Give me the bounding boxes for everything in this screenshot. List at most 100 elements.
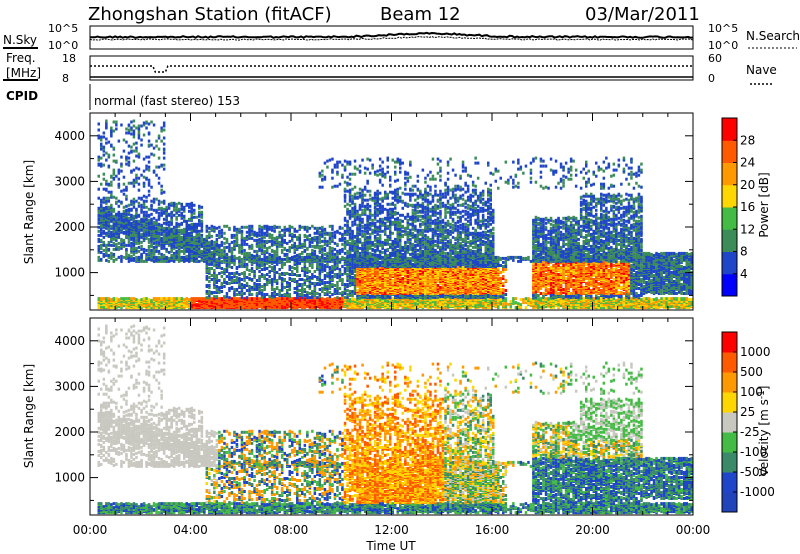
power-cell	[142, 213, 146, 217]
power-cell	[306, 267, 309, 270]
power-cell	[220, 271, 224, 274]
power-cell	[208, 296, 211, 300]
power-cell	[275, 250, 279, 254]
power-cell	[102, 200, 106, 204]
power-cell	[110, 132, 113, 136]
power-cell	[371, 294, 374, 297]
power-cell	[260, 248, 264, 252]
power-cell	[112, 170, 116, 174]
power-cell	[102, 210, 106, 214]
power-cell	[381, 173, 384, 177]
power-cell	[235, 299, 239, 303]
power-cell	[117, 247, 121, 251]
power-cell	[316, 296, 319, 300]
power-cell	[157, 243, 161, 247]
power-cell	[132, 202, 136, 206]
power-cell	[321, 185, 324, 189]
power-cell	[326, 243, 329, 247]
power-cell	[213, 303, 216, 307]
power-cell	[288, 265, 291, 268]
power-cell	[336, 165, 339, 169]
power-cell	[145, 248, 148, 252]
power-cell	[228, 276, 231, 279]
power-cell	[112, 146, 116, 150]
power-cell	[225, 224, 229, 228]
power-cell	[296, 299, 299, 303]
power-cell	[137, 124, 141, 128]
power-cell	[384, 207, 387, 211]
power-cell	[100, 243, 103, 247]
power-cell	[351, 208, 354, 212]
power-cell	[115, 216, 118, 220]
power-cell	[243, 297, 246, 301]
power-cell	[291, 232, 294, 236]
power-cell	[373, 253, 377, 257]
power-cell	[280, 250, 284, 254]
power-cell	[363, 272, 367, 275]
power-cell	[198, 229, 201, 233]
power-cell	[353, 165, 357, 169]
power-cell	[263, 257, 266, 261]
power-cell	[238, 280, 241, 283]
power-cell	[245, 234, 249, 238]
power-cell	[240, 249, 244, 253]
power-cell	[147, 256, 151, 260]
power-cell	[378, 178, 382, 182]
power-cell	[152, 169, 156, 173]
power-cell	[125, 230, 128, 234]
power-cell	[137, 127, 141, 131]
power-cell	[233, 281, 236, 284]
power-cell	[371, 163, 374, 167]
power-cell	[255, 255, 259, 259]
power-cell	[110, 129, 113, 133]
power-cell	[112, 258, 116, 262]
power-cell	[137, 219, 141, 223]
power-cell	[270, 283, 274, 286]
power-cell	[188, 244, 191, 248]
power-cell	[255, 265, 259, 268]
power-cell	[263, 243, 266, 247]
power-cell	[298, 297, 301, 301]
power-cell	[263, 239, 266, 243]
power-cell	[376, 210, 379, 214]
power-cell	[273, 240, 276, 244]
power-cell	[270, 292, 274, 295]
power-cell	[230, 240, 234, 244]
power-cell	[346, 207, 349, 211]
power-cell	[306, 257, 309, 261]
power-cell	[142, 233, 146, 237]
power-cell	[371, 218, 374, 222]
power-cell	[301, 225, 304, 229]
power-cell	[213, 291, 216, 294]
power-cell	[278, 273, 281, 276]
power-cell	[348, 283, 352, 286]
power-cell	[386, 255, 389, 259]
power-cell	[160, 208, 163, 212]
power-cell	[386, 271, 389, 274]
power-cell	[188, 238, 191, 242]
power-cell	[188, 209, 191, 213]
power-cell	[270, 253, 274, 257]
power-cell	[157, 202, 161, 206]
power-cell	[240, 229, 244, 233]
power-cell	[137, 136, 141, 140]
power-cell	[162, 305, 166, 309]
power-cell	[132, 135, 136, 139]
power-cell	[218, 286, 221, 289]
power-cell	[120, 200, 123, 204]
power-cell	[343, 216, 347, 220]
power-cell	[353, 242, 357, 246]
power-cell	[238, 261, 241, 265]
power-cell	[366, 251, 369, 255]
power-cell	[303, 242, 307, 246]
power-cell	[205, 290, 209, 293]
power-cell	[200, 233, 204, 237]
power-cell	[162, 210, 166, 214]
power-cell	[243, 248, 246, 252]
power-cell	[220, 243, 224, 247]
power-cell	[348, 197, 352, 201]
power-cell	[193, 211, 196, 215]
power-cell	[145, 155, 148, 159]
power-cell	[220, 248, 224, 252]
power-cell	[384, 254, 387, 258]
